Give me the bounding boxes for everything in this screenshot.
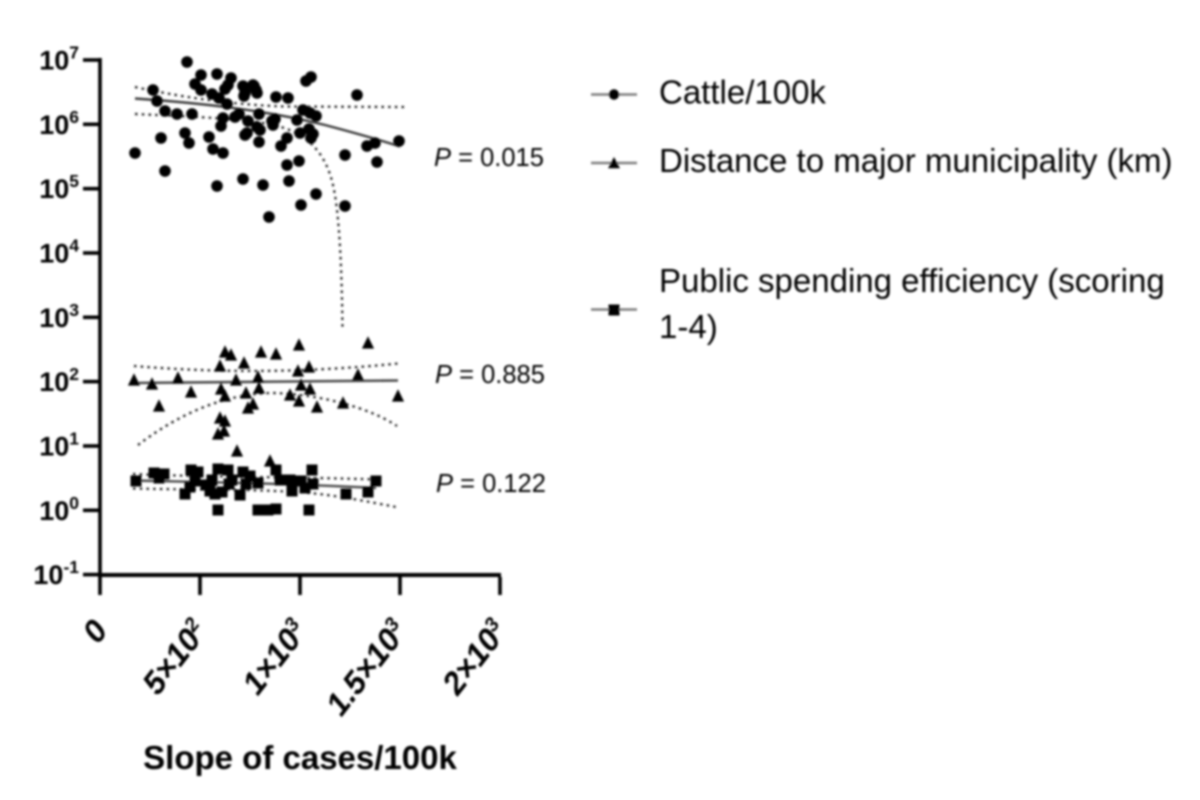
svg-text:10-1: 10-1 xyxy=(33,557,79,590)
svg-text:101: 101 xyxy=(39,429,79,462)
svg-text:Public spending efficiency (sc: Public spending efficiency (scoring xyxy=(659,262,1165,299)
svg-text:P = 0.015: P = 0.015 xyxy=(434,144,544,172)
svg-text:Distance to major municipality: Distance to major municipality (km) xyxy=(659,142,1172,179)
svg-text:Cattle/100k: Cattle/100k xyxy=(659,74,826,111)
svg-text:P = 0.885: P = 0.885 xyxy=(435,361,545,389)
svg-text:P = 0.122: P = 0.122 xyxy=(436,470,546,498)
svg-text:1-4): 1-4) xyxy=(659,308,718,345)
svg-text:Slope of cases/100k: Slope of cases/100k xyxy=(143,739,457,776)
